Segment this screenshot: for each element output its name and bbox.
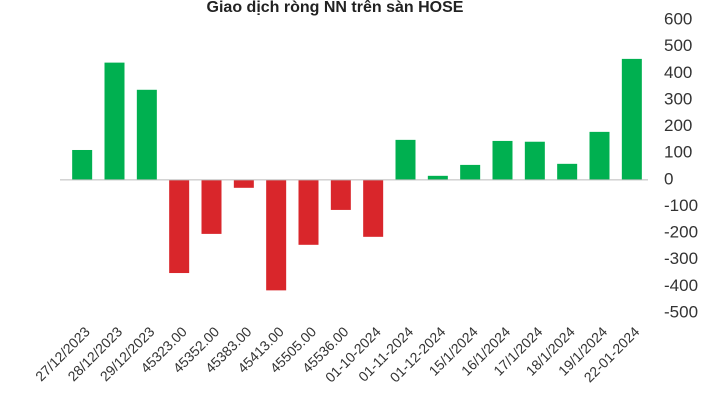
y-tick-label: 400 bbox=[664, 63, 692, 82]
bar bbox=[492, 140, 513, 180]
y-tick-label: 300 bbox=[664, 89, 692, 108]
bar bbox=[266, 179, 287, 291]
y-tick-label: -500 bbox=[664, 302, 698, 321]
y-tick-label: 0 bbox=[664, 169, 673, 188]
y-tick-label: -200 bbox=[664, 223, 698, 242]
bar bbox=[233, 179, 254, 188]
bar bbox=[72, 149, 93, 180]
bar bbox=[330, 179, 351, 210]
y-tick-label: 100 bbox=[664, 143, 692, 162]
bar bbox=[621, 58, 642, 180]
y-tick-label: -300 bbox=[664, 249, 698, 268]
bar bbox=[427, 175, 448, 180]
bar bbox=[363, 179, 384, 237]
bar bbox=[557, 163, 578, 180]
y-tick-label: -100 bbox=[664, 196, 698, 215]
bar bbox=[589, 131, 610, 180]
bar bbox=[169, 179, 190, 274]
bar bbox=[201, 179, 222, 234]
bar bbox=[460, 164, 481, 180]
bar bbox=[136, 89, 157, 180]
bar bbox=[298, 179, 319, 245]
chart-title: Giao dịch ròng NN trên sàn HOSE bbox=[207, 0, 464, 16]
bar bbox=[104, 62, 125, 180]
y-tick-label: 600 bbox=[664, 9, 692, 28]
bar bbox=[395, 139, 416, 180]
y-tick-label: 500 bbox=[664, 36, 692, 55]
y-tick-label: -400 bbox=[664, 276, 698, 295]
y-tick-label: 200 bbox=[664, 116, 692, 135]
bar bbox=[524, 141, 545, 180]
